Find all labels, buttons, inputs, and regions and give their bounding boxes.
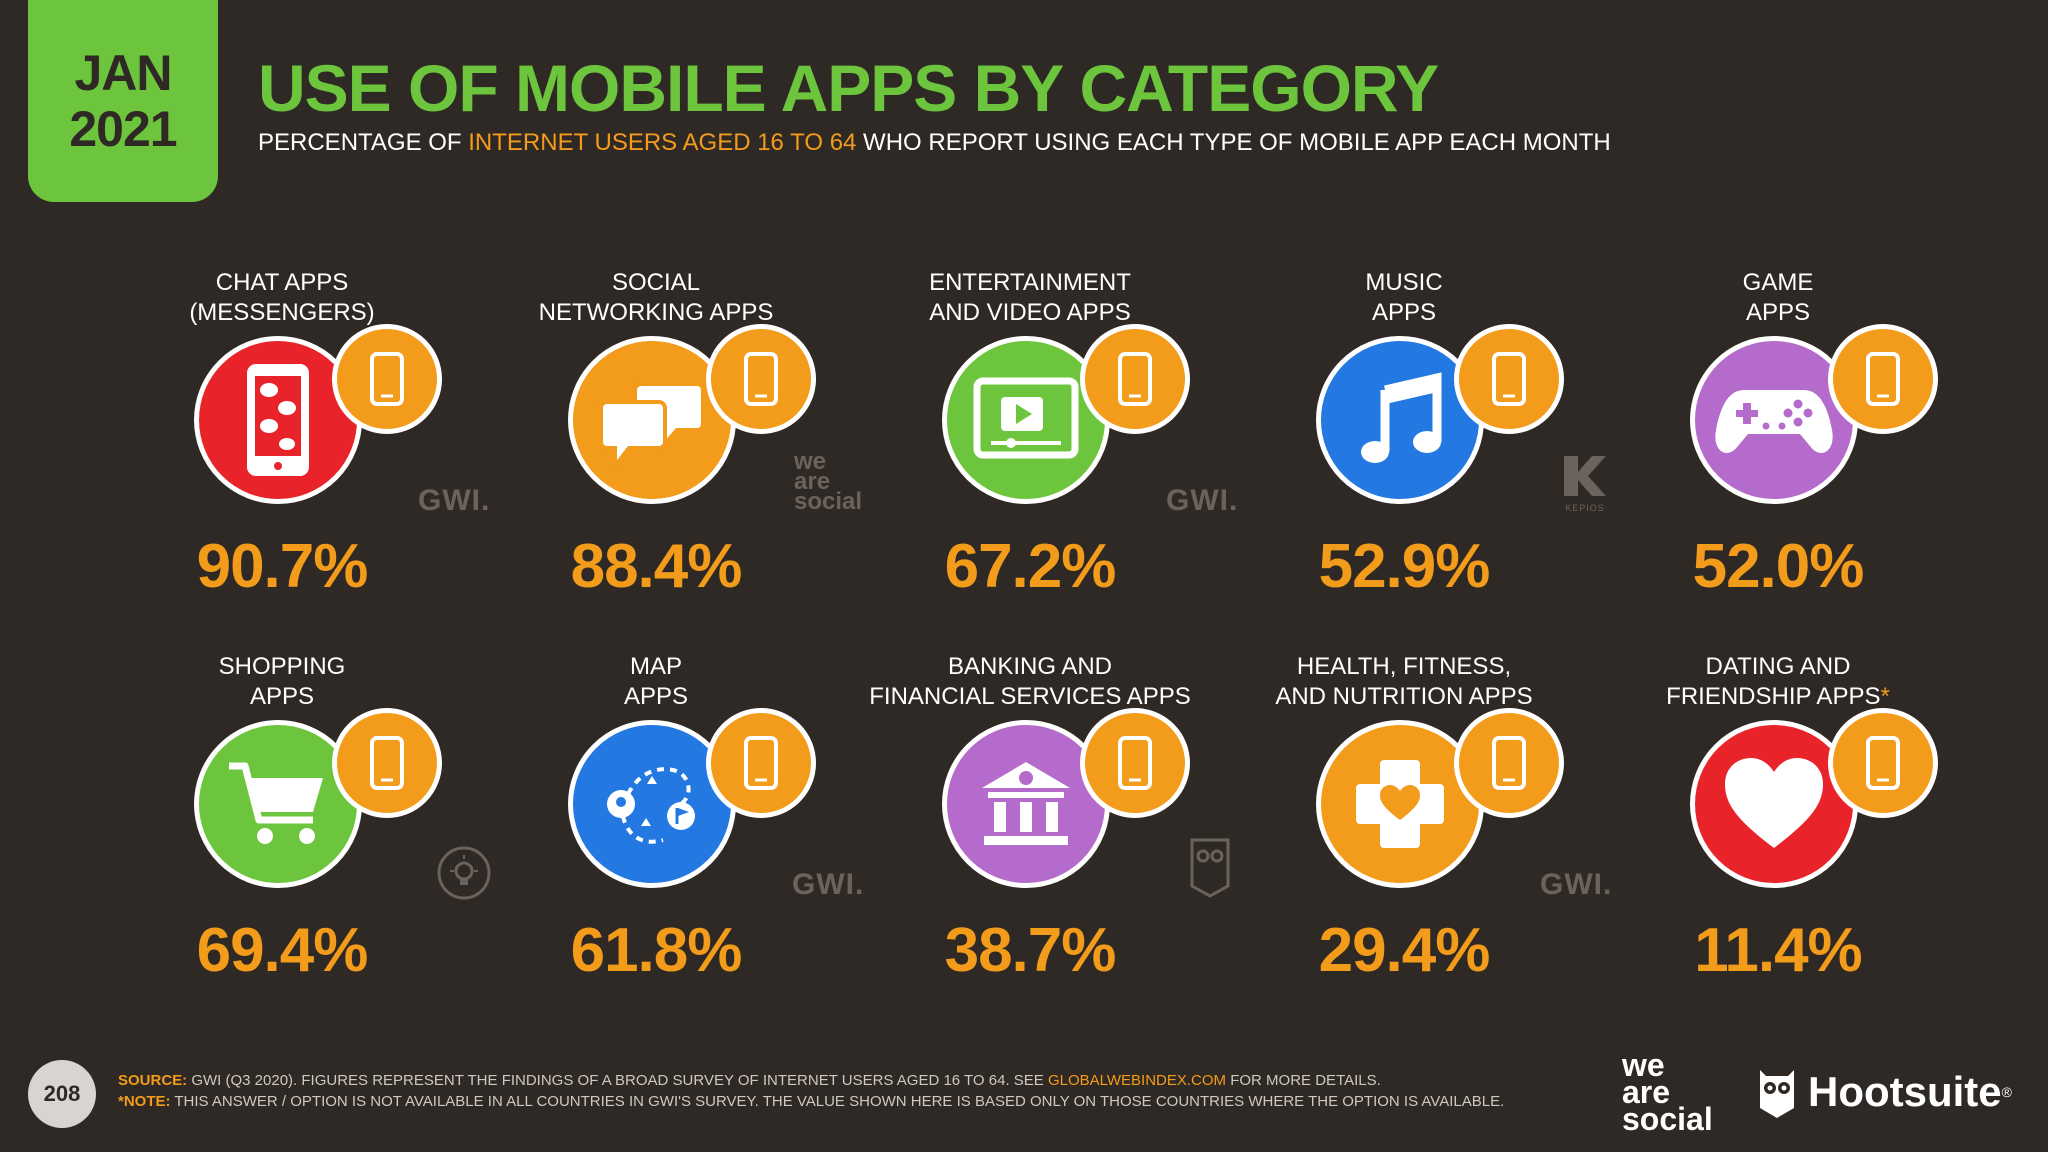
hootsuite-owl-icon — [1760, 1070, 1794, 1118]
smartphone-icon — [1866, 352, 1900, 406]
gamepad-icon — [1715, 390, 1833, 453]
page-subtitle: PERCENTAGE OF INTERNET USERS AGED 16 TO … — [258, 128, 1611, 158]
category-value: 38.7% — [944, 916, 1117, 985]
category-label: BANKING AND FINANCIAL SERVICES APPS — [869, 653, 1191, 710]
source-line: SOURCE: GWI (Q3 2020). FIGURES REPRESENT… — [118, 1072, 1381, 1089]
mobile-badge — [1828, 324, 1938, 434]
mobile-badge — [1080, 324, 1190, 434]
heart-icon — [1725, 758, 1823, 848]
bank-icon — [982, 762, 1070, 845]
category-label: MUSIC APPS — [1365, 269, 1443, 326]
mobile-badge — [332, 708, 442, 818]
source-link[interactable]: GLOBALWEBINDEX.COM — [1047, 1072, 1227, 1089]
category-shopping-apps: SHOPPING APPS 69.4% — [92, 652, 472, 1036]
footnote-asterisk: * — [1880, 683, 1890, 710]
category-label: SOCIAL NETWORKING APPS — [538, 269, 774, 326]
category-map-apps: MAP APPS 61.8% — [466, 652, 846, 1036]
owl-icon — [1190, 838, 1230, 898]
category-value: 52.9% — [1318, 532, 1491, 601]
lightbulb-watermark — [436, 845, 492, 906]
hootsuite-wordmark: Hootsuite — [1808, 1068, 2002, 1115]
category-social-networking-apps: SOCIAL NETWORKING APPS 88.4% — [466, 268, 846, 652]
gwi-watermark: GWI. — [792, 868, 865, 901]
note-line: *NOTE: THIS ANSWER / OPTION IS NOT AVAIL… — [118, 1093, 1505, 1110]
category-label: SHOPPING APPS — [218, 653, 346, 710]
smartphone-icon — [1492, 352, 1526, 406]
hootsuite-owl-watermark — [1188, 836, 1232, 903]
gwi-watermark: GWI. — [1540, 868, 1613, 901]
video-player-icon — [973, 377, 1079, 459]
chat-icon — [247, 364, 309, 476]
smartphone-icon — [744, 352, 778, 406]
smartphone-icon — [1492, 736, 1526, 790]
category-music-apps: MUSIC APPS 52.9% — [1214, 268, 1594, 652]
map-route-icon — [607, 767, 695, 844]
mobile-badge — [1454, 708, 1564, 818]
speech-bubbles-icon — [599, 382, 705, 470]
date-badge: JAN 2021 — [28, 0, 218, 202]
smartphone-icon — [370, 736, 404, 790]
hootsuite-logo: Hootsuite ® — [1756, 1064, 2012, 1120]
subtitle-pre: PERCENTAGE OF — [258, 129, 469, 156]
subtitle-post: WHO REPORT USING EACH TYPE OF MOBILE APP… — [856, 129, 1611, 156]
mobile-badge — [706, 324, 816, 434]
category-label: HEALTH, FITNESS, AND NUTRITION APPS — [1275, 653, 1533, 710]
mobile-badge — [332, 324, 442, 434]
category-health-fitness-apps: HEALTH, FITNESS, AND NUTRITION APPS 29.4% — [1214, 652, 1594, 1036]
smartphone-icon — [744, 736, 778, 790]
registered-mark: ® — [2001, 1084, 2012, 1100]
category-label: DATING AND FRIENDSHIP APPS* — [1666, 653, 1890, 710]
smartphone-icon — [1118, 352, 1152, 406]
page-title: USE OF MOBILE APPS BY CATEGORY — [258, 51, 1439, 125]
category-label: CHAT APPS (MESSENGERS) — [189, 269, 375, 326]
category-value: 61.8% — [570, 916, 743, 985]
smartphone-icon — [1118, 736, 1152, 790]
category-value: 88.4% — [570, 532, 743, 601]
category-value: 69.4% — [196, 916, 369, 985]
shopping-cart-icon — [229, 762, 323, 844]
category-chat-apps: CHAT APPS (MESSENGERS) 90.7% — [92, 268, 472, 652]
we-are-social-watermark: we are social — [794, 448, 863, 515]
category-label: MAP APPS — [623, 653, 689, 710]
date-badge-year: 2021 — [69, 101, 177, 157]
category-banking-financial-apps: BANKING AND FINANCIAL SERVICES APPS 38.7% — [840, 652, 1220, 1036]
footer-notes: SOURCE: GWI (Q3 2020). FIGURES REPRESENT… — [118, 1070, 1504, 1112]
category-game-apps: GAME APPS 52.0% — [1588, 268, 1968, 652]
kepios-logo-icon — [1564, 456, 1606, 496]
kepios-label: KEPIOS — [1565, 503, 1605, 513]
kepios-watermark: KEPIOS — [1560, 454, 1610, 513]
gwi-watermark: GWI. — [418, 484, 491, 517]
gwi-watermark: GWI. — [1166, 484, 1239, 517]
category-value: 67.2% — [944, 532, 1117, 601]
category-entertainment-video-apps: ENTERTAINMENT AND VIDEO APPS 67.2% — [840, 268, 1220, 652]
category-value: 52.0% — [1692, 532, 1865, 601]
category-dating-friendship-apps: DATING AND FRIENDSHIP APPS* 11.4% — [1588, 652, 1968, 1036]
category-label: GAME APPS — [1742, 269, 1814, 326]
smartphone-icon — [370, 352, 404, 406]
lightbulb-icon — [437, 846, 491, 900]
medical-cross-heart-icon — [1356, 760, 1444, 848]
category-value: 11.4% — [1694, 916, 1862, 985]
mobile-badge — [1828, 708, 1938, 818]
date-badge-month: JAN — [74, 45, 172, 101]
category-value: 90.7% — [196, 532, 369, 601]
mobile-badge — [1080, 708, 1190, 818]
mobile-badge — [706, 708, 816, 818]
page-number: 208 — [28, 1060, 96, 1128]
music-note-icon — [1361, 372, 1442, 463]
mobile-badge — [1454, 324, 1564, 434]
smartphone-icon — [1866, 736, 1900, 790]
we-are-social-logo: we are social — [1622, 1047, 1713, 1137]
category-value: 29.4% — [1318, 916, 1491, 985]
subtitle-highlight: INTERNET USERS AGED 16 TO 64 — [468, 129, 857, 156]
category-label: ENTERTAINMENT AND VIDEO APPS — [929, 269, 1131, 326]
